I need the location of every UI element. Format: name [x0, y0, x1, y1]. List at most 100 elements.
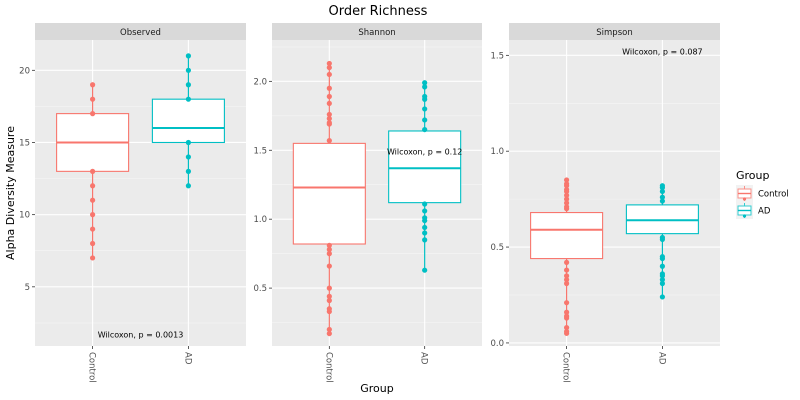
- legend-label: Control: [758, 190, 789, 200]
- data-point: [564, 192, 570, 198]
- data-point: [90, 255, 96, 261]
- data-point: [659, 185, 665, 191]
- y-tick-label: 1.5: [253, 146, 267, 156]
- y-tick-label: 10: [19, 211, 30, 221]
- data-point: [564, 280, 570, 287]
- y-tick-label: 0.5: [490, 243, 504, 253]
- data-point: [326, 251, 332, 257]
- legend-key-point: [742, 197, 747, 201]
- data-point: [326, 64, 332, 71]
- facet-simpson: Simpson 0.0 0.5 1.0 1.5 Control AD Wilcoxon, p …: [490, 23, 720, 383]
- facet-strip-label: Simpson: [596, 28, 632, 38]
- y-tick-label: 5: [25, 283, 30, 293]
- x-tick-label: Control: [323, 352, 333, 383]
- data-point: [422, 208, 428, 214]
- data-point: [90, 226, 96, 232]
- data-point: [564, 330, 570, 336]
- data-point: [422, 126, 428, 133]
- data-point: [326, 285, 332, 291]
- data-point: [659, 294, 665, 300]
- legend-entries: Control AD: [736, 185, 789, 219]
- data-point: [659, 280, 665, 287]
- y-tick-label: 2.0: [253, 77, 267, 87]
- data-point: [422, 267, 428, 273]
- data-point: [90, 96, 96, 102]
- data-point: [326, 330, 332, 337]
- x-tick-label: Control: [561, 352, 571, 383]
- x-axis-title: Group: [360, 382, 394, 395]
- data-point: [422, 201, 428, 207]
- data-point: [422, 106, 428, 112]
- facet-observed: Observed 5 10 15 20 Control AD Wilcoxon, p = 0.…: [19, 23, 246, 383]
- box: [530, 212, 604, 260]
- data-point: [659, 236, 665, 242]
- facet-strip-label: Observed: [120, 28, 161, 38]
- data-point: [659, 198, 665, 204]
- box: [388, 130, 462, 204]
- y-tick-label: 0.5: [253, 284, 267, 294]
- facet-shannon: Shannon 0.5 1.0 1.5 2.0 Control AD Wilcoxon, p …: [253, 23, 482, 383]
- x-tick-label: AD: [656, 352, 666, 365]
- legend-entry-control: Control: [736, 185, 789, 202]
- data-point: [326, 111, 332, 118]
- data-point: [422, 84, 428, 90]
- data-point: [659, 263, 665, 269]
- data-point: [90, 82, 96, 88]
- data-point: [564, 273, 570, 279]
- boxplot-control: [292, 60, 366, 337]
- data-point: [422, 224, 428, 231]
- data-point: [564, 183, 570, 189]
- box: [292, 142, 366, 245]
- box: [151, 98, 225, 144]
- data-point: [90, 183, 96, 189]
- legend-title: Group: [736, 169, 770, 182]
- boxplot-ad: [388, 80, 462, 273]
- wilcoxon-annotation: Wilcoxon, p = 0.0013: [98, 330, 184, 339]
- data-point: [564, 259, 570, 266]
- data-point: [185, 183, 191, 189]
- data-point: [185, 168, 191, 174]
- boxplot-control: [530, 177, 604, 336]
- data-point: [659, 277, 665, 283]
- data-point: [564, 277, 570, 283]
- x-tick-label: AD: [182, 352, 192, 365]
- data-point: [185, 82, 191, 88]
- legend-entry-ad: AD: [736, 202, 771, 219]
- data-point: [326, 308, 332, 315]
- y-tick-label: 20: [19, 66, 30, 76]
- facet-strip: [35, 23, 246, 40]
- data-point: [185, 139, 191, 146]
- data-point: [326, 100, 332, 107]
- data-point: [326, 115, 332, 122]
- boxplot-ad: [151, 53, 225, 189]
- data-point: [326, 121, 332, 127]
- data-point: [326, 85, 332, 91]
- facet-strip-label: Shannon: [358, 28, 395, 38]
- data-point: [422, 117, 428, 123]
- data-point: [659, 273, 665, 279]
- boxplot-ad: [625, 183, 699, 300]
- data-point: [326, 242, 332, 248]
- data-point: [185, 53, 191, 59]
- x-tick-label: AD: [419, 352, 429, 365]
- data-point: [422, 80, 428, 86]
- data-point: [564, 315, 570, 321]
- data-point: [564, 267, 570, 273]
- data-point: [564, 309, 570, 315]
- data-point: [90, 168, 96, 174]
- data-point: [185, 67, 191, 73]
- data-point: [422, 230, 428, 236]
- legend-key-point: [742, 214, 747, 218]
- y-axis-title: Alpha Diversity Measure: [4, 126, 17, 260]
- panel-background: [509, 40, 720, 346]
- data-point: [90, 212, 96, 218]
- data-point: [185, 154, 191, 160]
- data-point: [326, 326, 332, 333]
- data-point: [326, 246, 332, 253]
- data-point: [422, 217, 428, 224]
- data-point: [326, 71, 332, 78]
- y-tick-label: 1.0: [253, 215, 267, 225]
- panel-background: [35, 40, 246, 346]
- data-point: [564, 206, 570, 212]
